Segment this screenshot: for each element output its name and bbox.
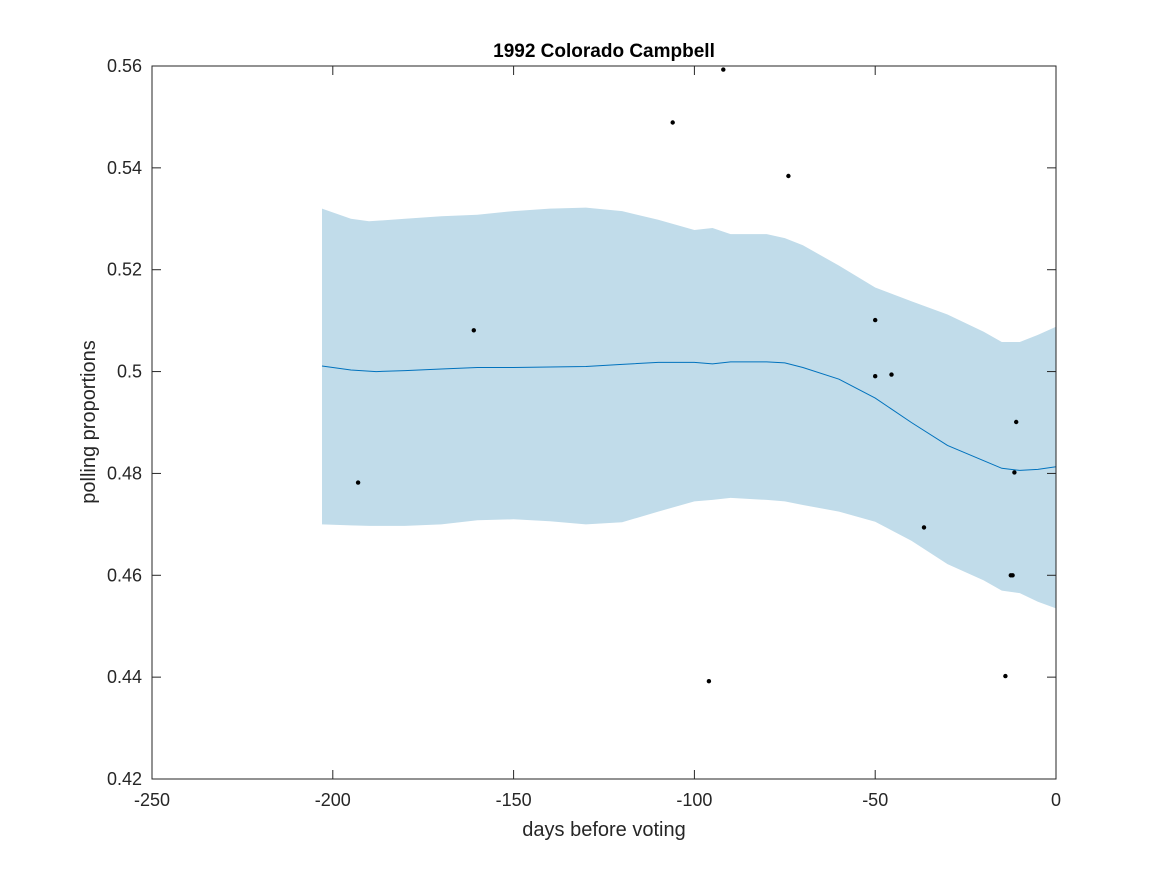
x-tick-label: -250 <box>134 790 170 810</box>
y-tick-label: 0.46 <box>107 565 142 585</box>
data-point <box>873 317 878 323</box>
y-tick-label: 0.42 <box>107 769 142 789</box>
data-point <box>786 173 791 179</box>
x-axis-title: days before voting <box>522 819 685 841</box>
data-point <box>1010 573 1015 578</box>
data-point <box>355 480 361 485</box>
y-tick-label: 0.56 <box>107 56 142 76</box>
x-tick-label: 0 <box>1051 790 1061 810</box>
x-tick-label: -100 <box>676 790 712 810</box>
plot-area <box>321 67 1056 684</box>
data-point <box>670 120 675 125</box>
axes-box <box>151 65 1057 780</box>
data-point <box>1012 470 1017 475</box>
data-point <box>889 372 894 377</box>
y-tick-label: 0.44 <box>107 667 142 687</box>
x-tick-label: -50 <box>862 790 888 810</box>
data-point <box>873 374 878 379</box>
data-point <box>706 679 712 684</box>
data-point <box>471 328 476 333</box>
y-axis-title: polling proportions <box>78 340 100 503</box>
confidence-band <box>322 207 1056 609</box>
data-point <box>721 67 726 72</box>
y-tick-label: 0.48 <box>107 463 142 483</box>
axes: -250 -200 -150 -100 -50 0 0.42 0.44 0.46 0.48 0.5 0… <box>107 56 1061 810</box>
y-tick-label: 0.52 <box>107 260 142 280</box>
y-tick-label: 0.5 <box>117 362 142 382</box>
data-point <box>921 525 927 530</box>
chart-title: 1992 Colorado Campbell <box>493 41 715 62</box>
x-tick-label: -200 <box>315 790 351 810</box>
data-point <box>1014 419 1019 425</box>
x-tick-label: -150 <box>496 790 532 810</box>
data-point <box>1003 673 1008 679</box>
y-tick-label: 0.54 <box>107 158 142 178</box>
series-line <box>321 361 1056 471</box>
